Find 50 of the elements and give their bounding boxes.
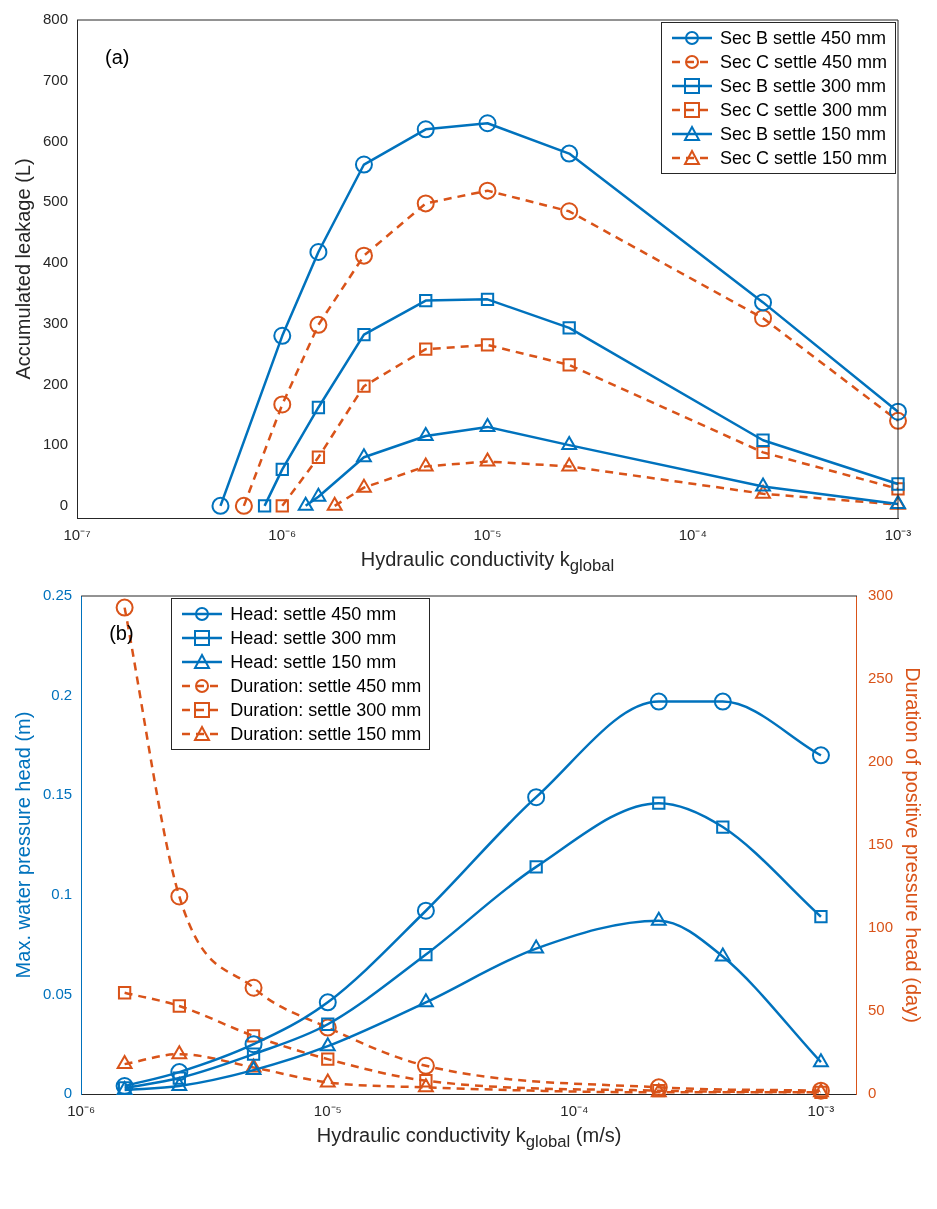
y-tick-label: 600 bbox=[43, 131, 69, 149]
legend-label: Duration: settle 150 mm bbox=[230, 723, 422, 745]
y-tick-label: 0.25 bbox=[42, 586, 73, 604]
legend-label: Duration: settle 450 mm bbox=[230, 675, 422, 697]
y2-tick-label: 250 bbox=[867, 669, 893, 687]
legend-label: Sec C settle 150 mm bbox=[719, 147, 887, 169]
y2-tick-label: 100 bbox=[867, 918, 893, 936]
legend-label: Sec B settle 150 mm bbox=[719, 123, 887, 145]
y-tick-label: 500 bbox=[43, 192, 69, 210]
annotation: (b) bbox=[109, 621, 134, 644]
y-tick-label: 800 bbox=[43, 10, 69, 28]
y-tick-label: 300 bbox=[43, 313, 69, 331]
x-tick-label: 10⁻⁶ bbox=[268, 526, 297, 544]
x-tick-label: 10⁻⁷ bbox=[63, 526, 91, 544]
y-tick-label: 200 bbox=[43, 374, 69, 392]
x-tick-label: 10⁻⁵ bbox=[313, 1102, 342, 1120]
y2-tick-label: 50 bbox=[867, 1001, 885, 1019]
y2-tick-label: 150 bbox=[867, 835, 893, 853]
y-axis-title: Accumulated leakage (L) bbox=[11, 158, 34, 380]
y-axis-title: Max. water pressure head (m) bbox=[11, 711, 34, 979]
y-tick-label: 700 bbox=[43, 70, 69, 88]
legend-label: Sec B settle 450 mm bbox=[719, 27, 887, 49]
y-tick-label: 100 bbox=[43, 435, 69, 453]
x-tick-label: 10⁻⁵ bbox=[473, 526, 502, 544]
annotation: (a) bbox=[105, 45, 130, 68]
y2-tick-label: 300 bbox=[867, 586, 893, 604]
y-tick-label: 0.2 bbox=[51, 685, 73, 703]
y-tick-label: 0.1 bbox=[51, 884, 73, 902]
x-tick-label: 10⁻⁴ bbox=[678, 526, 707, 544]
y-tick-label: 0.15 bbox=[42, 785, 73, 803]
y-tick-label: 0.05 bbox=[42, 984, 73, 1002]
x-axis-title: Hydraulic conductivity k$_{global}$ bbox=[359, 548, 616, 576]
legend-label: Duration: settle 300 mm bbox=[230, 699, 422, 721]
y2-tick-label: 0 bbox=[867, 1084, 877, 1102]
x-axis-title: Hydraulic conductivity k$_{global}$ (m/s) bbox=[315, 1124, 623, 1152]
legend-label: Sec B settle 300 mm bbox=[719, 75, 887, 97]
y-tick-label: 400 bbox=[43, 253, 69, 271]
legend-label: Head: settle 150 mm bbox=[230, 651, 397, 673]
x-tick-label: 10⁻⁶ bbox=[67, 1102, 96, 1120]
y-tick-label: 0 bbox=[63, 1084, 73, 1102]
x-tick-label: 10⁻⁴ bbox=[560, 1102, 589, 1120]
legend-label: Head: settle 300 mm bbox=[230, 627, 397, 649]
legend-label: Head: settle 450 mm bbox=[230, 603, 397, 625]
y-tick-label: 0 bbox=[59, 495, 69, 513]
y2-axis-title: Duration of positive pressure head (day) bbox=[902, 667, 925, 1023]
x-tick-label: 10⁻³ bbox=[807, 1102, 835, 1120]
legend-label: Sec C settle 300 mm bbox=[719, 99, 887, 121]
legend-label: Sec C settle 450 mm bbox=[719, 51, 887, 73]
y2-tick-label: 200 bbox=[867, 752, 893, 770]
x-tick-label: 10⁻³ bbox=[884, 526, 912, 544]
